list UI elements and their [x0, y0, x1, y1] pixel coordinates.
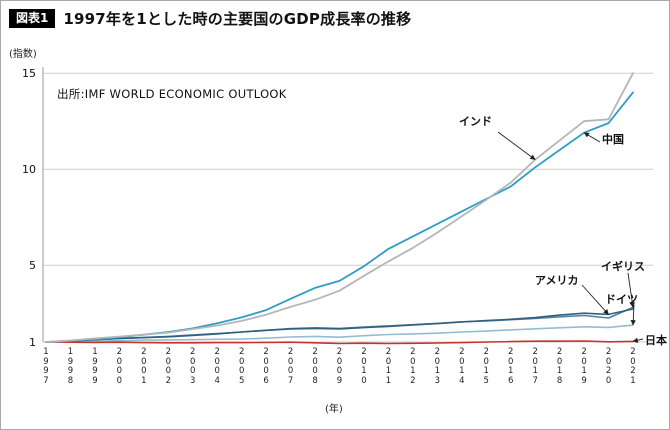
- svg-text:10: 10: [22, 163, 36, 176]
- chart-header: 図表1 1997年を1とした時の主要国のGDP成長率の推移: [9, 8, 411, 29]
- svg-text:5: 5: [29, 259, 36, 272]
- series-label-usa: アメリカ: [535, 274, 579, 287]
- page-title: 1997年を1とした時の主要国のGDP成長率の推移: [63, 10, 412, 28]
- y-axis-unit-label: (指数): [9, 49, 37, 60]
- figure-badge: 図表1: [9, 9, 56, 28]
- series-label-china: 中国: [602, 133, 624, 146]
- source-note: 出所:IMF WORLD ECONOMIC OUTLOOK: [57, 87, 287, 101]
- series-label-japan: 日本: [645, 334, 667, 347]
- x-axis-unit-label: (年): [325, 404, 343, 415]
- series-label-germany: ドイツ: [605, 293, 638, 306]
- series-label-uk: イギリス: [601, 260, 645, 273]
- svg-text:15: 15: [22, 67, 36, 80]
- series-label-india: インド: [459, 115, 492, 128]
